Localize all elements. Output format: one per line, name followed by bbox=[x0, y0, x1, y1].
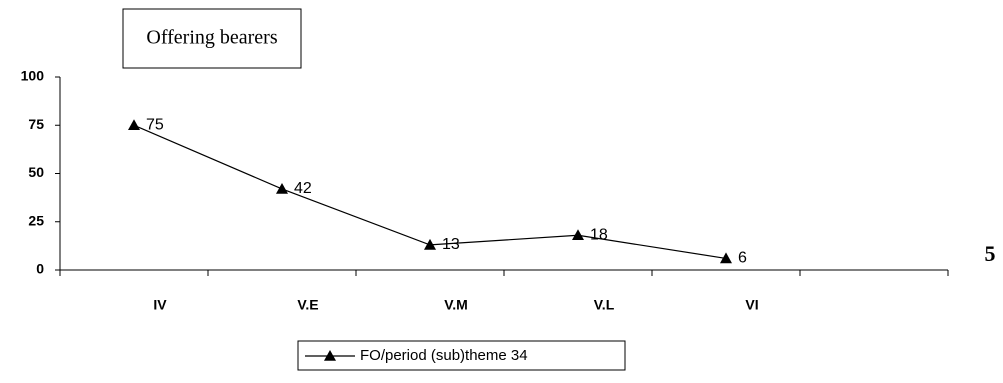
data-label: 6 bbox=[738, 250, 747, 267]
data-label: 18 bbox=[590, 226, 608, 243]
chart-title: Offering bearers bbox=[146, 27, 277, 49]
point-marker bbox=[424, 238, 436, 250]
legend-marker bbox=[324, 350, 336, 361]
point-marker bbox=[572, 229, 584, 241]
y-tick-label: 0 bbox=[36, 261, 44, 277]
annotation: 5 bbox=[985, 241, 996, 266]
y-tick-label: 100 bbox=[21, 68, 45, 84]
x-tick-label: IV bbox=[153, 297, 167, 313]
y-tick-label: 25 bbox=[28, 212, 44, 228]
title-box bbox=[122, 8, 302, 69]
data-label: 42 bbox=[294, 180, 312, 197]
x-tick-label: V.E bbox=[297, 297, 318, 313]
y-tick-label: 75 bbox=[28, 116, 44, 132]
legend-label: FO/period (sub)theme 34 bbox=[360, 347, 528, 364]
point-marker bbox=[276, 182, 288, 194]
x-tick-label: V.M bbox=[444, 297, 468, 313]
point-marker bbox=[720, 252, 732, 264]
y-tick-label: 50 bbox=[28, 164, 44, 180]
point-marker bbox=[128, 119, 140, 131]
data-label: 13 bbox=[442, 236, 460, 253]
series-line bbox=[133, 124, 727, 260]
data-label: 75 bbox=[146, 116, 164, 133]
x-tick-label: V.L bbox=[594, 297, 615, 313]
x-tick-label: VI bbox=[745, 297, 758, 313]
